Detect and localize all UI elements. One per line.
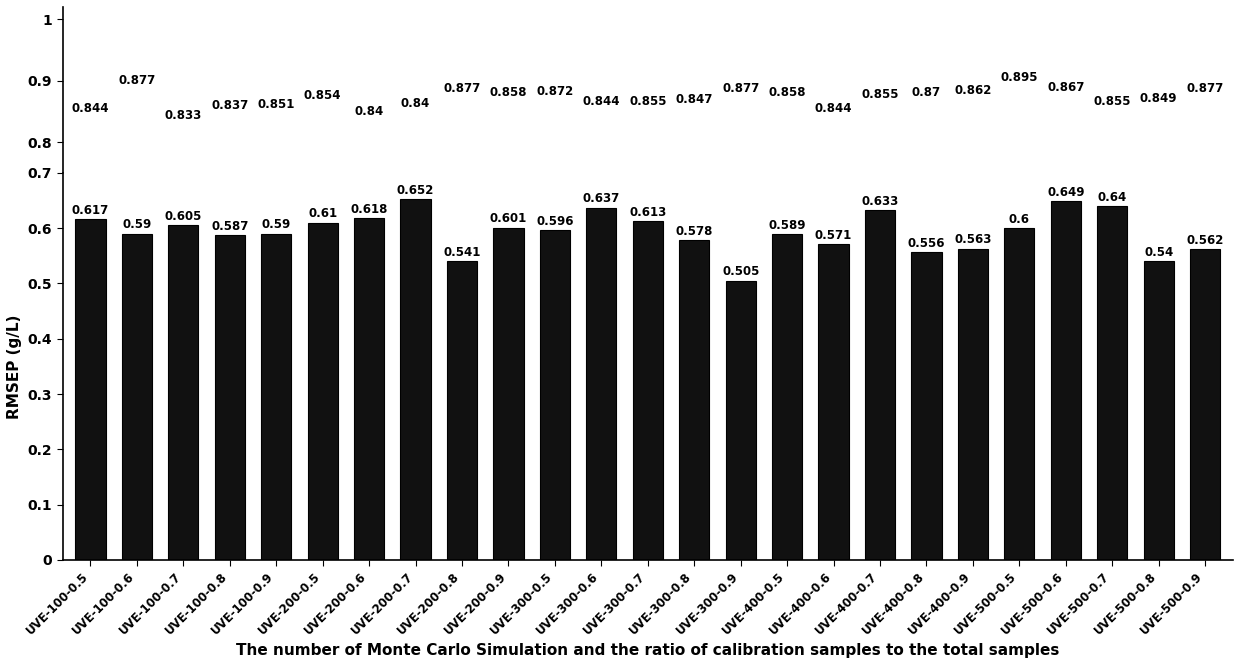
Text: 0.571: 0.571 <box>815 229 852 242</box>
Text: 0.578: 0.578 <box>676 225 713 238</box>
Text: 0.877: 0.877 <box>444 82 481 95</box>
Text: 0.849: 0.849 <box>1140 92 1178 104</box>
Text: 0.637: 0.637 <box>583 192 620 205</box>
Text: 0.844: 0.844 <box>815 102 852 115</box>
Text: 0.649: 0.649 <box>1047 186 1085 199</box>
Text: 0.847: 0.847 <box>676 93 713 106</box>
Bar <box>1050 201 1081 560</box>
Bar <box>539 230 570 560</box>
Bar <box>632 221 663 560</box>
Text: 0.6: 0.6 <box>1009 213 1030 226</box>
Text: 0.563: 0.563 <box>955 233 992 246</box>
Text: 0.858: 0.858 <box>769 86 806 99</box>
Bar <box>680 240 709 560</box>
Bar <box>1190 249 1220 560</box>
Text: 0.617: 0.617 <box>72 203 109 217</box>
Y-axis label: RMSEP (g/L): RMSEP (g/L) <box>7 314 22 418</box>
Bar <box>76 219 105 560</box>
Text: 0.877: 0.877 <box>118 74 155 87</box>
Text: 0.59: 0.59 <box>262 218 291 231</box>
Bar <box>169 225 198 560</box>
Text: 0.61: 0.61 <box>308 207 337 220</box>
Bar <box>262 233 291 560</box>
Text: 0.854: 0.854 <box>304 88 341 102</box>
Text: 0.562: 0.562 <box>1187 234 1224 247</box>
Text: 0.505: 0.505 <box>722 265 759 279</box>
Text: 0.87: 0.87 <box>911 86 941 99</box>
Bar <box>353 218 384 560</box>
Bar <box>773 234 802 560</box>
Text: 0.556: 0.556 <box>908 237 945 250</box>
Text: 0.872: 0.872 <box>536 85 574 98</box>
Text: 0.652: 0.652 <box>397 184 434 197</box>
Text: 0.618: 0.618 <box>351 203 388 216</box>
Bar <box>957 249 988 560</box>
Text: 0.84: 0.84 <box>355 104 383 118</box>
Text: 0.589: 0.589 <box>769 219 806 232</box>
Bar <box>1097 206 1127 560</box>
Text: 0.54: 0.54 <box>1145 246 1173 259</box>
Bar <box>1004 228 1034 560</box>
Text: 0.844: 0.844 <box>583 94 620 108</box>
Text: 0.596: 0.596 <box>536 215 574 228</box>
Text: 0.858: 0.858 <box>490 86 527 99</box>
Bar <box>215 235 244 560</box>
Text: 0.851: 0.851 <box>258 98 295 111</box>
Bar <box>587 207 616 560</box>
Text: 0.605: 0.605 <box>165 210 202 223</box>
Bar <box>725 281 756 560</box>
Text: 0.855: 0.855 <box>1094 95 1131 108</box>
Text: 0.541: 0.541 <box>444 245 481 259</box>
Bar <box>911 253 941 560</box>
Text: 0.844: 0.844 <box>72 102 109 115</box>
Text: 0.862: 0.862 <box>955 84 992 96</box>
Bar <box>1143 261 1174 560</box>
Text: 0.877: 0.877 <box>1187 82 1224 95</box>
Bar <box>446 261 477 560</box>
Text: 0.84: 0.84 <box>401 97 430 110</box>
Bar <box>401 200 430 560</box>
Bar <box>866 210 895 560</box>
Text: 0.64: 0.64 <box>1097 191 1127 203</box>
Text: 0.633: 0.633 <box>862 195 899 207</box>
Text: 0.867: 0.867 <box>1047 80 1085 94</box>
Bar <box>122 233 153 560</box>
Text: 0.833: 0.833 <box>165 109 202 122</box>
Text: 0.855: 0.855 <box>862 88 899 101</box>
Text: 0.59: 0.59 <box>123 218 151 231</box>
Text: 0.877: 0.877 <box>722 82 759 95</box>
Bar <box>818 244 848 560</box>
Text: 0.837: 0.837 <box>211 99 248 112</box>
Text: 0.855: 0.855 <box>629 95 667 108</box>
Bar <box>494 227 523 560</box>
X-axis label: The number of Monte Carlo Simulation and the ratio of calibration samples to the: The number of Monte Carlo Simulation and… <box>236 643 1059 658</box>
Text: 0.601: 0.601 <box>490 212 527 225</box>
Text: 0.895: 0.895 <box>1001 70 1038 84</box>
Text: 0.613: 0.613 <box>629 205 666 219</box>
Bar <box>308 223 337 560</box>
Text: 0.587: 0.587 <box>211 220 248 233</box>
